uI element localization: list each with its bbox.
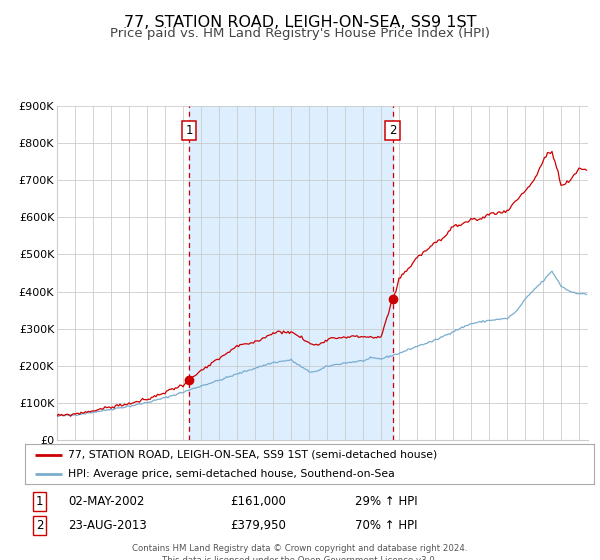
Text: 23-AUG-2013: 23-AUG-2013 <box>68 519 146 532</box>
Text: £161,000: £161,000 <box>230 495 286 508</box>
Text: 2: 2 <box>389 124 396 137</box>
Text: 77, STATION ROAD, LEIGH-ON-SEA, SS9 1ST: 77, STATION ROAD, LEIGH-ON-SEA, SS9 1ST <box>124 15 476 30</box>
Text: 29% ↑ HPI: 29% ↑ HPI <box>355 495 418 508</box>
Text: Contains HM Land Registry data © Crown copyright and database right 2024.
This d: Contains HM Land Registry data © Crown c… <box>132 544 468 560</box>
Text: 2: 2 <box>35 519 43 532</box>
Text: 70% ↑ HPI: 70% ↑ HPI <box>355 519 418 532</box>
Bar <box>189 106 392 440</box>
Text: 77, STATION ROAD, LEIGH-ON-SEA, SS9 1ST (semi-detached house): 77, STATION ROAD, LEIGH-ON-SEA, SS9 1ST … <box>68 450 437 460</box>
Text: 02-MAY-2002: 02-MAY-2002 <box>68 495 144 508</box>
Text: HPI: Average price, semi-detached house, Southend-on-Sea: HPI: Average price, semi-detached house,… <box>68 469 395 478</box>
Text: Price paid vs. HM Land Registry's House Price Index (HPI): Price paid vs. HM Land Registry's House … <box>110 27 490 40</box>
Text: 1: 1 <box>185 124 193 137</box>
Text: 1: 1 <box>35 495 43 508</box>
Text: £379,950: £379,950 <box>230 519 286 532</box>
